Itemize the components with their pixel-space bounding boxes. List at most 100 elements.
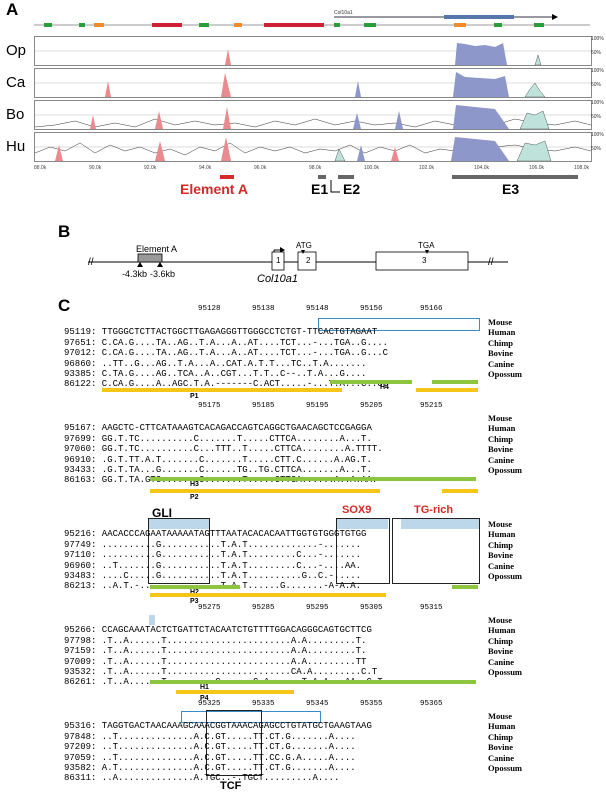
seq-row: 97749: ..........G...........T.A.T......… <box>64 539 362 550</box>
axis-tick: 106.0k <box>529 165 545 171</box>
axis-tick: 102.0k <box>419 165 435 171</box>
pos-label: 95335 <box>252 700 275 708</box>
species-col-1: Mouse Human Chimp Bovine Canine Opossum <box>488 317 522 379</box>
axis-tick: 104.0k <box>474 165 490 171</box>
species-name: Bovine <box>488 348 514 359</box>
pos-label: 95148 <box>306 305 329 313</box>
species-name: Canine <box>488 358 514 369</box>
tga-label: TGA <box>418 241 435 250</box>
pct-100-op: 100% <box>591 36 604 42</box>
pos-label: 95166 <box>420 305 443 313</box>
track-ca <box>34 68 592 98</box>
seq-row: 96910: .G.T.TT.A.T.......C.......T.....C… <box>64 454 372 465</box>
pos-4-3kb: -4.3kb <box>122 269 148 279</box>
track-bo <box>34 100 592 130</box>
seq-row: 93582: A.T..............A.C.GT.....TT.CT… <box>64 763 356 774</box>
p2-bar-b <box>442 489 478 493</box>
seq-block-5: 95316: TAGGTGACTAACAAAGCAAACGGTAAACAGAGC… <box>64 711 372 784</box>
species-name: Chimp <box>488 433 514 444</box>
gene-name: Col10a1 <box>257 273 298 285</box>
axis-tick: 108.0k <box>574 165 590 171</box>
tcf-box <box>206 710 262 776</box>
seq-row: 96860: ..TT..G...AG..T.A...A..CAT.A.T.T.… <box>64 358 367 369</box>
species-op: Op <box>6 42 27 59</box>
species-bo: Bo <box>6 106 25 123</box>
species-name: Canine <box>488 656 514 667</box>
seq-row: 97699: GG.T.TC..........C.......T.....CT… <box>64 433 372 444</box>
p1-bar <box>102 388 342 392</box>
seq-row: 97209: ..T..............A.C.GT.....TT.CT… <box>64 742 356 753</box>
h4-bar-b <box>432 380 478 384</box>
species-name: Canine <box>488 454 514 465</box>
axis-ticks: 88.0k 90.0k 92.0k 94.0k 96.0k 98.0k 100.… <box>34 165 590 173</box>
track-bo-svg <box>34 105 592 130</box>
exon-3-label: 3 <box>422 256 427 265</box>
element-a-bar <box>220 175 234 179</box>
pct-50-hu: 50% <box>591 146 602 152</box>
p4-bar <box>176 690 294 694</box>
seq-row: 97012: C.CA.G....TA..AG..T.A...A..AT....… <box>64 348 389 359</box>
tg-rich-label: TG-rich <box>414 504 454 516</box>
h2-bar <box>150 585 240 589</box>
axis-tick: 92.0k <box>144 165 157 171</box>
pos-label: 95315 <box>420 604 443 612</box>
p2-bar <box>150 489 380 493</box>
seq-row: 93532: .T..A......T.....................… <box>64 667 378 678</box>
h2-bar-b <box>452 585 478 589</box>
seq-block-1: 95119: TTGGGCTCTTACTGGCTTGAGAGGGTTGGGCCT… <box>64 317 388 390</box>
tg-highlight <box>401 519 479 529</box>
p3-label: P3 <box>190 598 199 605</box>
e1-bar <box>318 175 326 179</box>
e1-label: E1 <box>311 181 329 197</box>
pos-label: 95185 <box>252 402 275 410</box>
seq-row: 97651: C.CA.G....TA..AG..T.A...A..AT....… <box>64 337 389 348</box>
p1-bar-b <box>416 388 478 392</box>
exon-2-label: 2 <box>306 256 311 265</box>
seq-row: 95216: AACACCCAGAATAAAAATAGTTTAATACACACA… <box>64 529 367 540</box>
species-hu: Hu <box>6 138 26 155</box>
axis-tick: 90.0k <box>89 165 102 171</box>
pos-label: 95295 <box>306 604 329 612</box>
e1-e2-connector <box>330 180 340 193</box>
seq-row: 95316: TAGGTGACTAACAAAGCAAACGGTAAACAGAGC… <box>64 721 372 732</box>
species-name: Chimp <box>488 337 514 348</box>
h3-bar <box>150 477 476 481</box>
atg-label: ATG <box>296 241 312 250</box>
gene-diagram: // // <box>88 247 508 271</box>
pos-label: 95175 <box>198 402 221 410</box>
seq-row: 97060: GG.T.TC..........C...TTT..T.....C… <box>64 444 383 455</box>
gene-map-svg <box>34 14 590 27</box>
species-name: Mouse <box>488 317 513 327</box>
element-a-label: Element A <box>180 181 248 197</box>
seq-row: 97798: .T..A......T.....................… <box>64 635 367 646</box>
panel-c-label: C <box>58 296 71 315</box>
pct-50-ca: 50% <box>591 82 602 88</box>
tcf-label: TCF <box>220 780 242 792</box>
exon-1-label: 1 <box>276 256 281 265</box>
sox9-label: SOX9 <box>342 504 372 516</box>
pos-label: 95305 <box>360 604 383 612</box>
seq-block-4: 95266: CCAGCAAATACTCTGATTCTACAATCTGTTTTG… <box>64 615 383 688</box>
axis-tick: 88.0k <box>34 165 47 171</box>
species-col-5: Mouse Human Chimp Bovine Canine Opossum <box>488 711 522 773</box>
species-name: Bovine <box>488 646 514 657</box>
h2-label: H2 <box>190 589 199 596</box>
sox9-highlight <box>336 519 388 529</box>
gene-map-strip: Col10a1 <box>34 10 590 34</box>
species-name: Human <box>488 625 516 636</box>
species-name: Chimp <box>488 539 514 550</box>
species-name: Mouse <box>488 519 513 529</box>
pos-label: 95156 <box>360 305 383 313</box>
seq-row: 86311: ..A..............A.TGC..-.TGCT...… <box>64 773 340 784</box>
axis-tick: 98.0k <box>309 165 322 171</box>
seq-block-2: 95167: AAGCTC-CTTCATAAAGTCACAGACCAGTCAGG… <box>64 413 383 486</box>
species-name: Mouse <box>488 711 513 721</box>
pct-50-op: 50% <box>591 50 602 56</box>
axis-tick: 100.0k <box>364 165 380 171</box>
species-name: Chimp <box>488 635 514 646</box>
element-a-b-label: Element A <box>136 244 178 254</box>
p1-label: P1 <box>190 393 199 400</box>
species-name: Chimp <box>488 731 514 742</box>
seq-row: 95266: CCAGCAAATACTCTGATTCTACAATCTGTTTTG… <box>64 625 372 636</box>
pos-3-6kb: -3.6kb <box>150 269 176 279</box>
